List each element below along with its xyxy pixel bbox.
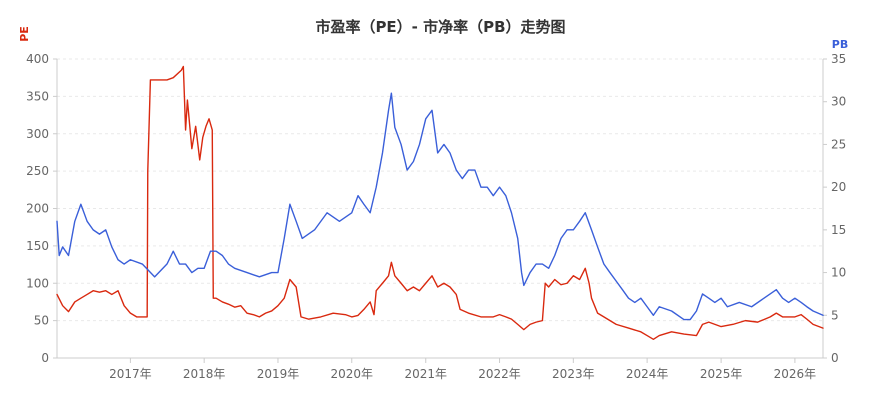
x-tick-label: 2017年 [109,367,152,381]
chart-title: 市盈率（PE）- 市净率（PB）走势图 [315,18,565,36]
axes [53,58,827,363]
y-right-axis-label: PB [832,38,848,51]
y-left-tick-label: 150 [26,239,49,253]
grid-lines [57,58,823,322]
y-left-tick-label: 50 [34,314,49,328]
y-left-tick-label: 350 [26,89,49,103]
y-right-tick-label: 15 [831,223,846,237]
tick-labels: 0 50 100 150 200 250 300 350 400 0 5 10 15 20 25 30 35 20… [26,52,846,381]
y-right-tick-label: 25 [831,137,846,151]
y-right-tick-label: 0 [831,351,839,365]
series-lines [56,65,824,341]
y-right-tick-label: 5 [831,308,839,322]
x-tick-label: 2023年 [552,367,595,381]
y-left-tick-label: 250 [26,164,49,178]
y-left-axis-label: PE [18,26,31,42]
y-left-tick-label: 400 [26,52,49,66]
x-tick-label: 2019年 [257,367,300,381]
x-tick-label: 2018年 [183,367,226,381]
y-left-tick-label: 100 [26,276,49,290]
series-line-pb [56,92,824,321]
x-tick-label: 2022年 [478,367,521,381]
x-tick-label: 2024年 [626,367,669,381]
y-right-tick-label: 20 [831,180,846,194]
series-line-pe [56,65,824,341]
y-right-tick-label: 30 [831,95,846,109]
y-right-tick-label: 35 [831,52,846,66]
x-tick-label: 2026年 [774,367,817,381]
y-right-tick-label: 10 [831,266,846,280]
y-left-tick-label: 200 [26,202,49,216]
y-left-tick-label: 0 [41,351,49,365]
x-tick-label: 2025年 [700,367,743,381]
y-left-tick-label: 300 [26,127,49,141]
x-tick-label: 2020年 [330,367,373,381]
x-tick-label: 2021年 [404,367,447,381]
